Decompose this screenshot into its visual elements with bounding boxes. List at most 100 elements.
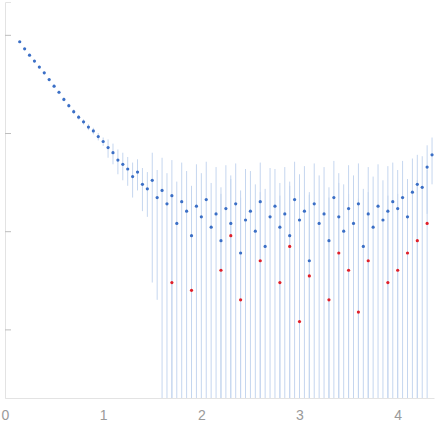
error-bar <box>176 182 177 398</box>
error-bar <box>319 175 320 398</box>
point <box>214 212 217 215</box>
point <box>106 146 109 149</box>
x-tick: 4 <box>394 398 402 423</box>
point <box>372 226 375 229</box>
point <box>347 269 350 272</box>
error-bar <box>260 163 261 398</box>
error-bar <box>358 163 359 398</box>
error-bar <box>412 159 413 398</box>
point <box>259 200 262 203</box>
error-bar <box>181 163 182 398</box>
point <box>239 298 242 301</box>
chart: 01234 <box>0 0 438 437</box>
error-bar <box>348 165 349 398</box>
error-bar <box>225 165 226 398</box>
point <box>28 54 31 57</box>
point <box>376 205 379 208</box>
point <box>229 222 232 225</box>
error-bar <box>314 163 315 398</box>
error-bar <box>230 179 231 398</box>
point <box>33 60 36 63</box>
point <box>23 47 26 50</box>
point <box>205 198 208 201</box>
point <box>126 167 129 170</box>
error-bar <box>166 173 167 398</box>
point <box>160 189 163 192</box>
error-bars <box>20 41 432 398</box>
error-bar <box>186 171 187 398</box>
marks <box>18 40 434 398</box>
error-bars <box>172 170 427 398</box>
error-bar <box>328 198 329 398</box>
error-bar <box>279 183 280 398</box>
error-bar <box>289 182 290 398</box>
error-bar <box>343 184 344 398</box>
error-bar <box>324 167 325 398</box>
error-bar <box>250 171 251 398</box>
points <box>18 40 434 262</box>
point <box>234 202 237 205</box>
point <box>352 222 355 225</box>
error-bar <box>417 180 418 398</box>
point <box>273 205 276 208</box>
point <box>195 205 198 208</box>
point <box>254 230 257 233</box>
error-bar <box>368 192 369 398</box>
y-tick <box>5 329 11 330</box>
error-bar <box>117 149 118 174</box>
point <box>318 222 321 225</box>
error-bar <box>245 169 246 398</box>
error-bar <box>152 153 153 283</box>
points <box>170 222 428 323</box>
point <box>102 140 105 143</box>
error-bar <box>299 199 300 398</box>
point <box>43 71 46 74</box>
error-bar <box>265 189 266 398</box>
x-tick-label: 2 <box>198 407 206 423</box>
x-tick-label: 4 <box>394 407 402 423</box>
error-bar <box>378 164 379 398</box>
point <box>426 222 429 225</box>
point <box>391 200 394 203</box>
point <box>367 212 370 215</box>
point <box>97 135 100 138</box>
error-bar <box>230 175 231 398</box>
point <box>308 274 311 277</box>
y-tick-mark <box>5 231 11 232</box>
point <box>337 251 340 254</box>
point <box>411 191 414 194</box>
point <box>357 310 360 313</box>
x-tick: 3 <box>296 398 304 423</box>
point <box>210 226 213 229</box>
point <box>303 210 306 213</box>
error-bar <box>260 192 261 398</box>
point <box>190 289 193 292</box>
error-bar <box>132 163 133 198</box>
error-bar <box>216 167 217 398</box>
y-tick-mark <box>5 133 11 134</box>
point <box>406 251 409 254</box>
point <box>141 183 144 186</box>
point <box>72 110 75 113</box>
point <box>224 207 227 210</box>
point <box>416 239 419 242</box>
y-tick <box>5 35 11 36</box>
point <box>259 259 262 262</box>
error-bar <box>211 183 212 398</box>
error-bar <box>137 159 138 190</box>
x-tick: 2 <box>198 398 206 423</box>
point <box>416 183 419 186</box>
error-bar <box>270 168 271 398</box>
error-bar <box>407 183 408 398</box>
error-bar <box>255 184 256 398</box>
point <box>229 234 232 237</box>
point <box>401 196 404 199</box>
point <box>313 202 316 205</box>
error-bar <box>220 194 221 398</box>
error-bar <box>422 156 423 398</box>
point <box>332 196 335 199</box>
point <box>48 78 51 81</box>
error-bar <box>417 155 418 398</box>
point <box>38 65 41 68</box>
error-bar <box>373 177 374 398</box>
